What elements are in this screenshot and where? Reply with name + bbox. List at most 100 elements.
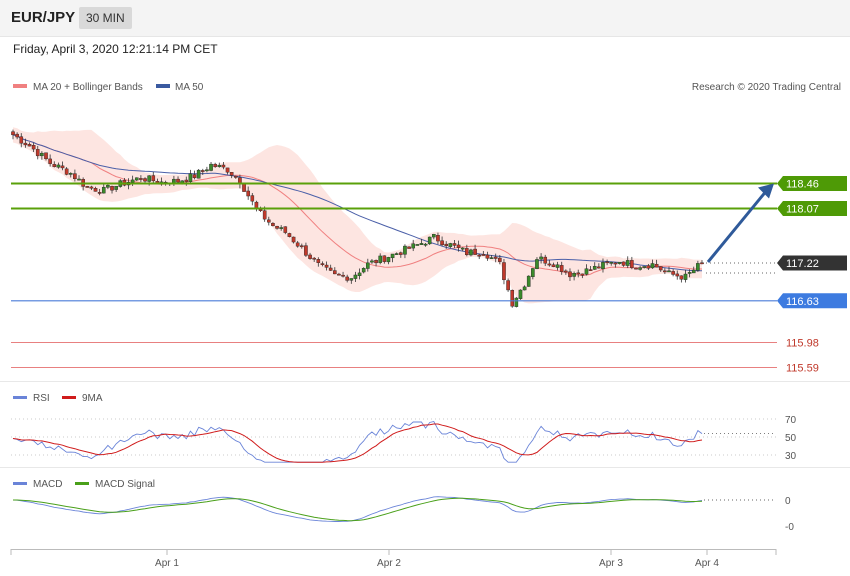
candle-body <box>19 136 24 144</box>
candle <box>361 267 366 274</box>
candle-body <box>114 185 118 190</box>
candle-body <box>279 227 283 229</box>
timeframe-button[interactable]: 30 MIN <box>79 7 132 29</box>
candle <box>588 266 593 272</box>
candle <box>200 168 205 175</box>
candle-body <box>64 168 69 175</box>
candle-body <box>89 186 94 189</box>
ma20-line <box>12 134 703 277</box>
candle <box>366 258 370 272</box>
candle <box>535 257 539 270</box>
level-support-minor: 115.98 <box>11 337 819 349</box>
candle-body <box>436 235 440 242</box>
candle <box>188 169 193 184</box>
candle-body <box>559 265 564 272</box>
candle <box>283 226 288 235</box>
candle-body <box>411 243 415 249</box>
candle-body <box>300 245 304 248</box>
candle <box>139 175 143 183</box>
candle-body <box>304 245 308 256</box>
candle <box>151 172 156 185</box>
candle-body <box>337 273 341 276</box>
candle <box>341 271 345 278</box>
candle-body <box>543 256 548 264</box>
candle-body <box>518 289 523 299</box>
candle-body <box>361 268 366 273</box>
candle <box>353 271 358 283</box>
candle <box>143 177 147 183</box>
candle-body <box>687 272 692 274</box>
rsi-tick-label: 50 <box>785 433 797 444</box>
candle-body <box>374 260 378 264</box>
candle <box>514 296 519 308</box>
candle-body <box>485 254 490 259</box>
candle-body <box>370 260 374 263</box>
candle-body <box>440 240 444 246</box>
candle-body <box>407 246 411 249</box>
candle <box>654 259 659 268</box>
candle <box>68 172 73 178</box>
candle <box>572 271 576 281</box>
candle-body <box>399 252 403 255</box>
candle <box>683 269 688 283</box>
candle <box>266 216 271 226</box>
instrument-title: EUR/JPY <box>11 9 76 26</box>
candle <box>44 152 48 161</box>
candle <box>370 258 374 264</box>
candle-body <box>287 233 292 237</box>
candle <box>73 169 77 182</box>
candle-body <box>493 256 498 259</box>
candle <box>526 275 531 287</box>
candle <box>576 269 581 278</box>
candle-body <box>366 262 370 269</box>
candle <box>308 252 312 260</box>
candle <box>502 258 506 285</box>
candle-body <box>15 133 19 138</box>
candle <box>691 266 696 274</box>
candle-body <box>621 261 626 266</box>
candle <box>279 225 283 231</box>
candle <box>650 259 655 269</box>
candle-body <box>489 257 494 259</box>
candle <box>196 169 201 179</box>
candle-body <box>345 276 349 281</box>
candle <box>580 273 585 279</box>
candle <box>646 263 651 271</box>
candle-body <box>246 190 250 197</box>
candle-body <box>73 173 77 180</box>
candle <box>217 162 222 168</box>
candle <box>349 278 354 284</box>
candle <box>667 266 671 273</box>
candle-body <box>68 173 73 175</box>
rsi-tick-label: 70 <box>785 415 797 426</box>
candle <box>27 142 32 147</box>
candle-body <box>667 270 671 273</box>
candle <box>696 260 700 272</box>
rsi-ma-legend-swatch <box>62 396 76 399</box>
candle-body <box>250 195 255 202</box>
candle-body <box>609 262 614 264</box>
level-tag <box>777 255 847 271</box>
candle <box>658 266 663 272</box>
candle <box>510 289 515 308</box>
rsi-ma-legend-label: 9MA <box>82 393 103 404</box>
candle-body <box>444 243 449 246</box>
candle <box>411 239 415 252</box>
level-label: 115.59 <box>786 362 819 374</box>
candle-body <box>646 265 651 269</box>
candle <box>291 236 296 244</box>
candle-body <box>576 272 581 275</box>
level-tag <box>777 293 847 309</box>
rsi-legend-swatch <box>13 396 27 399</box>
candle <box>613 262 618 268</box>
candle <box>101 183 106 194</box>
candle-body <box>432 234 436 238</box>
macd-signal-legend-label: MACD Signal <box>95 479 155 490</box>
level-tag-label: 118.07 <box>786 204 819 216</box>
candle-body <box>106 185 110 188</box>
candle-body <box>588 269 593 271</box>
candle-body <box>242 183 246 192</box>
candle-body <box>605 261 609 264</box>
candle <box>357 268 362 280</box>
candle-body <box>691 269 696 274</box>
